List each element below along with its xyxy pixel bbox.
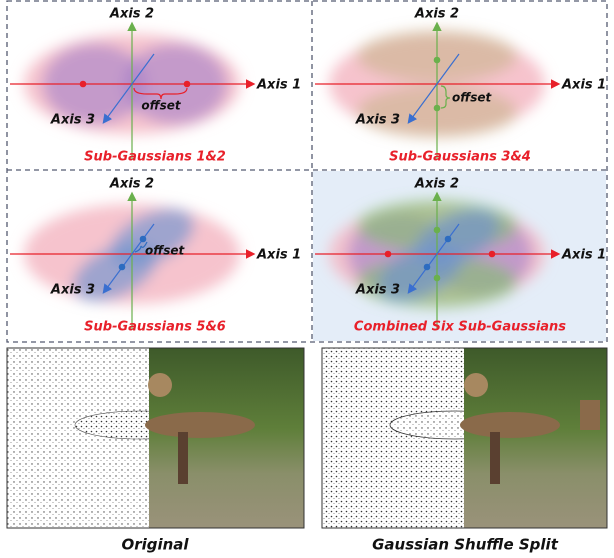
axis-label: Axis 2 xyxy=(414,177,459,192)
center-dot xyxy=(424,264,431,271)
panel-caption: Sub-Gaussians 5&6 xyxy=(84,320,226,335)
center-dot xyxy=(119,264,126,271)
panel-caption: Sub-Gaussians 3&4 xyxy=(389,150,531,165)
axis-label: Axis 1 xyxy=(561,78,606,93)
center-dot xyxy=(385,251,392,258)
offset-label: offset xyxy=(452,91,493,105)
axis-label: Axis 3 xyxy=(50,283,95,298)
center-dot xyxy=(184,81,191,88)
axis-label: Axis 2 xyxy=(414,7,459,22)
axis-label: Axis 3 xyxy=(50,113,95,128)
center-dot xyxy=(434,105,441,112)
panel: Axis 1 Axis 2 Axis 3 offset Sub-Gaussians 3&… xyxy=(315,7,606,165)
panel: Axis 1 Axis 2 Axis 3 offset Sub-Gaussians 5&… xyxy=(10,177,301,335)
image-shuffle-split xyxy=(322,348,607,528)
axis-label: Axis 3 xyxy=(355,113,400,128)
center-dot xyxy=(434,227,441,234)
image-original xyxy=(7,348,304,528)
axis-label: Axis 1 xyxy=(256,78,301,93)
axis-label: Axis 1 xyxy=(561,248,606,263)
panel-caption: Sub-Gaussians 1&2 xyxy=(84,150,226,165)
center-dot xyxy=(80,81,87,88)
axis-label: Axis 2 xyxy=(109,7,154,22)
image-caption: Original xyxy=(121,536,189,554)
center-dot xyxy=(434,275,441,282)
axis-label: Axis 3 xyxy=(355,283,400,298)
axis-label: Axis 2 xyxy=(109,177,154,192)
panel-caption: Combined Six Sub-Gaussians xyxy=(354,320,566,335)
offset-label: offset xyxy=(145,244,186,258)
panel: Axis 1 Axis 2 Axis 3 offset Sub-Gaussians 1&… xyxy=(10,7,301,165)
center-dot xyxy=(434,57,441,64)
figure: Axis 1 Axis 2 Axis 3 offset Sub-Gaussians 1&… xyxy=(0,0,614,558)
image-caption: Gaussian Shuffle Split xyxy=(372,536,559,554)
center-dot xyxy=(140,236,147,243)
offset-label: offset xyxy=(141,99,182,113)
center-dot xyxy=(489,251,496,258)
axis-label: Axis 1 xyxy=(256,248,301,263)
center-dot xyxy=(445,236,452,243)
